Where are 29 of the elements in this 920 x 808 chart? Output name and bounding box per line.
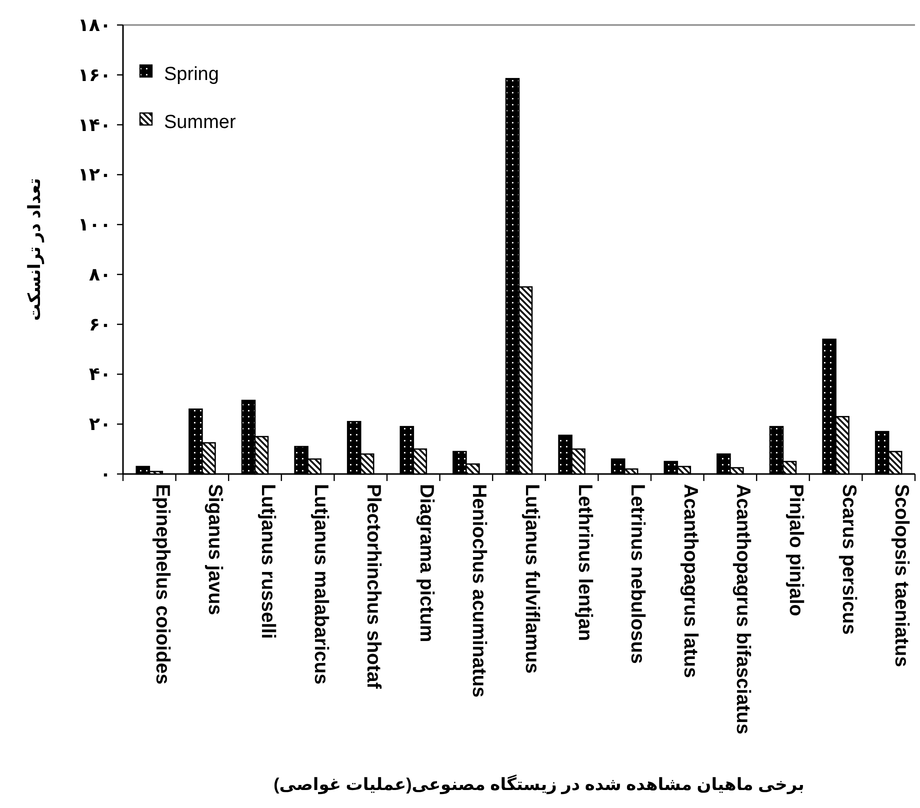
y-tick-label: ۱۰۰ — [78, 214, 111, 235]
y-tick-label: ۸۰ — [89, 264, 111, 284]
y-tick-label: ۱۲۰ — [78, 164, 111, 185]
x-tick-label: Epinephelus coioides — [151, 484, 174, 685]
x-tick-label: Plectorhinchus shotaf — [362, 484, 385, 690]
y-tick-label: ۰ — [100, 464, 111, 484]
x-tick-label: Scolopsis taeniatus — [890, 484, 913, 668]
y-tick-label: ۱۶۰ — [78, 64, 111, 85]
x-tick-label: Heniochus acuminatus — [468, 484, 490, 698]
y-tick-label: ۱۴۰ — [78, 114, 111, 135]
x-tick-label: Scarus persicus — [838, 484, 860, 635]
y-axis-title: تعداد در ترانسکت — [25, 178, 45, 321]
legend-label: Spring — [164, 64, 219, 85]
x-tick-label: Pinjalo pinjalo — [785, 484, 807, 616]
x-tick-label: Diagrama pictum — [415, 484, 438, 642]
legend-label: Summer — [164, 112, 236, 133]
x-tick-label: Acanthopagrus bifasciatus — [732, 484, 754, 734]
x-tick-label: Lethrinus lentjan — [574, 484, 596, 642]
x-axis-title: برخی ماهیان مشاهده شده در زیستگاه مصنوعی(عملیات غواصی) — [274, 774, 804, 795]
y-tick-label: ۲۰ — [89, 414, 111, 434]
x-tick-label: Lutjanus fulviflamus — [521, 484, 543, 674]
x-tick-label: Lutjanus malabaricus — [310, 484, 332, 685]
x-tick-label: Letrinus nebulosus — [626, 484, 649, 664]
x-tick-label: Siganus javus — [204, 484, 226, 616]
y-tick-label: ۱۸۰ — [78, 15, 111, 35]
y-tick-label: ۶۰ — [89, 314, 111, 334]
x-tick-label: Lutjanus russelli — [257, 484, 279, 639]
x-tick-label: Acanthopagrus latus — [679, 484, 702, 678]
y-tick-label: ۴۰ — [89, 364, 111, 384]
